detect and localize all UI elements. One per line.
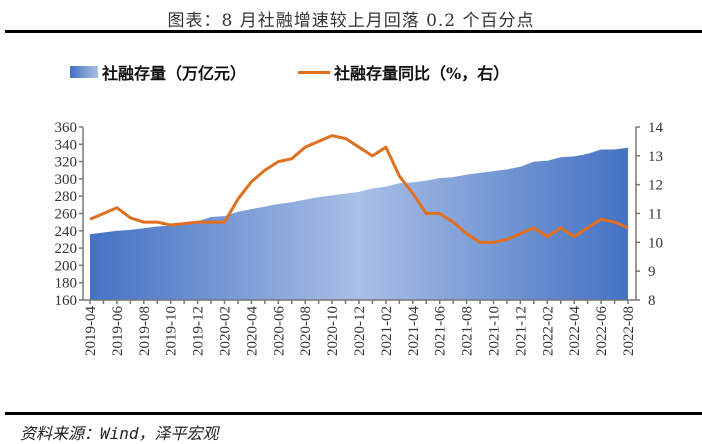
left-tick-label: 200 [55, 258, 78, 274]
area-series-stock [90, 147, 628, 300]
x-tick-label: 2020-02 [218, 306, 234, 356]
x-tick-label: 2020-12 [352, 306, 368, 356]
legend: 社融存量（万亿元） 社融存量同比（%，右） [70, 60, 509, 84]
source-rule [5, 412, 702, 415]
legend-swatch-area [70, 66, 98, 78]
x-tick-label: 2022-06 [594, 306, 610, 356]
left-tick-label: 360 [55, 120, 78, 136]
right-tick-label: 12 [648, 178, 663, 194]
x-tick-label: 2020-04 [244, 306, 260, 356]
x-tick-label: 2019-08 [137, 306, 153, 356]
legend-label-line: 社融存量同比（%，右） [334, 64, 510, 83]
left-tick-label: 220 [55, 241, 78, 257]
left-tick-label: 340 [55, 137, 78, 153]
x-tick-label: 2022-08 [621, 306, 637, 356]
right-tick-label: 9 [648, 264, 656, 280]
x-tick-label: 2022-04 [567, 306, 583, 356]
right-tick-label: 14 [648, 120, 664, 136]
right-tick-label: 13 [648, 149, 663, 165]
source-note: 资料来源：Wind，泽平宏观 [20, 424, 219, 443]
x-tick-label: 2022-02 [540, 306, 556, 356]
left-tick-label: 240 [55, 224, 78, 240]
x-tick-label: 2019-12 [191, 306, 207, 356]
left-tick-label: 280 [55, 189, 78, 205]
chart-title: 图表：8 月社融增速较上月回落 0.2 个百分点 [167, 11, 535, 31]
x-tick-label: 2020-08 [298, 306, 314, 356]
right-tick-label: 11 [648, 207, 662, 223]
x-tick-label: 2021-10 [487, 306, 503, 356]
left-tick-label: 320 [55, 155, 78, 171]
x-tick-label: 2021-08 [460, 306, 476, 356]
x-tick-label: 2020-06 [271, 306, 287, 356]
x-tick-label: 2020-10 [325, 306, 341, 356]
right-tick-label: 10 [648, 235, 663, 251]
left-tick-label: 300 [55, 172, 78, 188]
left-tick-label: 260 [55, 207, 78, 223]
right-tick-label: 8 [648, 293, 656, 309]
left-tick-label: 160 [55, 293, 78, 309]
legend-label-area: 社融存量（万亿元） [102, 64, 247, 83]
left-tick-label: 180 [55, 276, 78, 292]
x-tick-label: 2021-02 [379, 306, 395, 356]
x-tick-label: 2021-12 [513, 306, 529, 356]
legend-swatch-line [298, 70, 331, 74]
x-tick-label: 2019-06 [110, 306, 126, 356]
x-tick-label: 2021-04 [406, 306, 422, 356]
title-rule [5, 30, 702, 33]
x-tick-label: 2019-10 [164, 306, 180, 356]
x-tick-label: 2019-04 [83, 306, 99, 356]
x-tick-label: 2021-06 [433, 306, 449, 356]
